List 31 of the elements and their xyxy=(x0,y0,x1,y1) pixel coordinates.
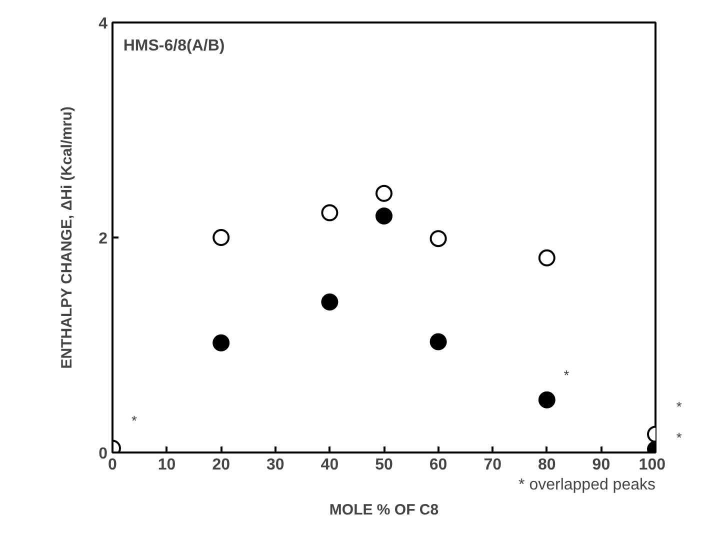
point xyxy=(538,391,556,408)
x-tick-label: 10 xyxy=(158,456,176,474)
x-axis-title: MOLE % OF C8 xyxy=(329,502,439,518)
x-tick-label: 30 xyxy=(266,456,284,474)
point xyxy=(376,208,392,224)
text: * overlapped peaks xyxy=(518,476,656,494)
point xyxy=(321,204,338,222)
point xyxy=(212,334,230,352)
x-tick-label: 20 xyxy=(212,456,230,474)
point xyxy=(430,333,447,350)
y-axis-title: ENTHALPY CHANGE, ΔHi (Kcal/mru) xyxy=(58,106,76,369)
x-tick-label: 100 xyxy=(638,456,666,474)
point xyxy=(212,229,230,246)
annotation: * xyxy=(131,412,138,429)
x-tick-label: 70 xyxy=(484,456,502,474)
annotation: * xyxy=(564,367,570,384)
y-tick-label: 2 xyxy=(98,230,108,248)
y-tick-label: 0 xyxy=(98,446,108,462)
point xyxy=(538,249,556,266)
x-tick-label: 50 xyxy=(375,456,393,474)
y-tick-label: 4 xyxy=(98,16,108,32)
text: * xyxy=(676,429,682,446)
point xyxy=(430,230,447,248)
text: * xyxy=(676,398,682,414)
x-tick-label: 60 xyxy=(429,456,448,474)
point xyxy=(376,184,392,202)
point xyxy=(321,294,338,310)
x-tick-label: 80 xyxy=(538,456,556,474)
x-tick-label: 90 xyxy=(592,456,610,474)
text: HMS-6/8(A/B) xyxy=(123,38,225,54)
x-tick-label: 40 xyxy=(320,456,339,474)
